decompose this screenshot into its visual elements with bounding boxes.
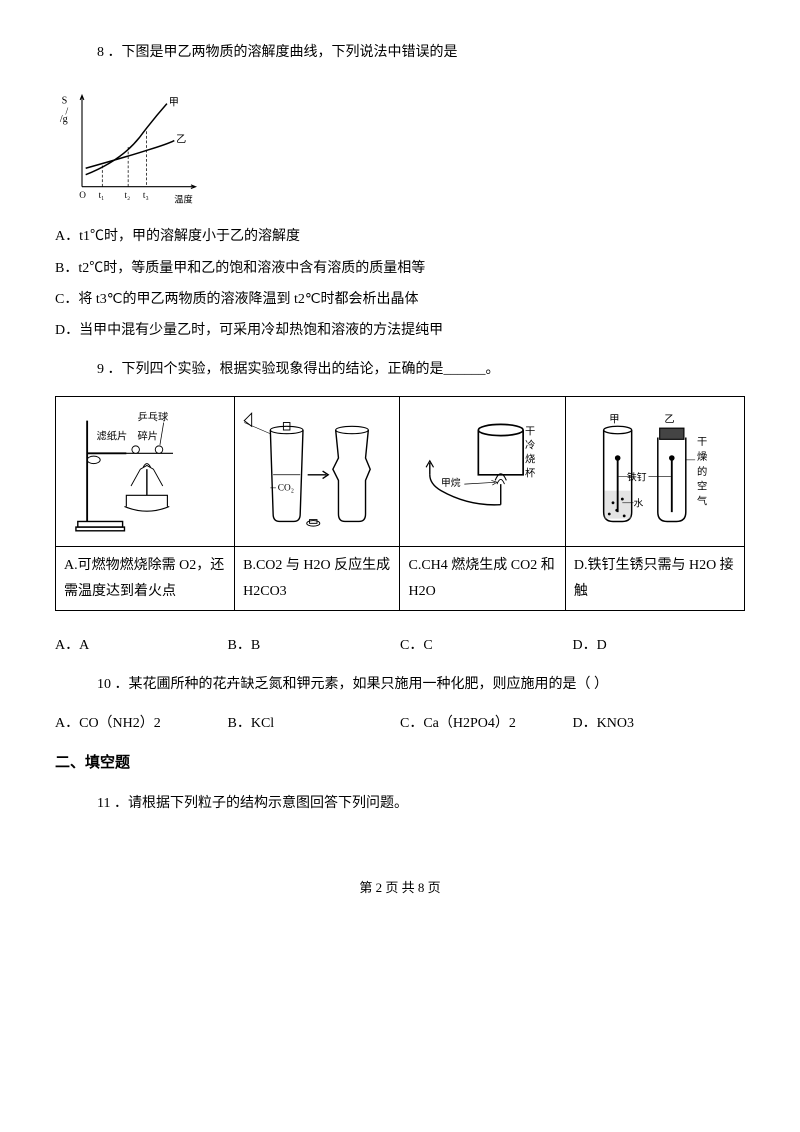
q8-option-a: A．t1℃时，甲的溶解度小于乙的溶解度 [55, 224, 745, 249]
q9-answers: A．A B．B C．C D．D [55, 633, 745, 658]
q9-stem: 9 ．下列四个实验，根据实验现象得出的结论，正确的是______。 [55, 357, 745, 382]
svg-text:干: 干 [525, 426, 535, 437]
section-2-heading: 二、填空题 [55, 750, 745, 777]
svg-text:燥: 燥 [697, 451, 707, 463]
svg-text:滤纸片: 滤纸片 [97, 429, 128, 442]
svg-text:甲烷: 甲烷 [441, 476, 461, 489]
svg-text:干: 干 [697, 437, 707, 448]
q8-stem: 8 ．下图是甲乙两物质的溶解度曲线，下列说法中错误的是 [55, 40, 745, 65]
svg-text:t₁: t₁ [99, 190, 105, 200]
svg-text:的: 的 [697, 465, 707, 478]
q10-options: A．CO（NH2）2 B．KCl C．Ca（H2PO4）2 D．KNO3 [55, 711, 745, 736]
q9-conclusion-b: B.CO2 与 H2O 反应生成 H2CO3 [235, 547, 400, 610]
svg-text:杯: 杯 [525, 466, 535, 479]
q9-answer-d: D．D [573, 633, 746, 658]
solubility-chart: S /g / 温度 甲 乙 O t₁ t₂ t₃ [55, 87, 205, 207]
q9-answer-b: B．B [228, 633, 401, 658]
svg-text:碎片: 碎片 [138, 429, 159, 442]
svg-text:气: 气 [697, 494, 707, 507]
svg-text:t₃: t₃ [143, 190, 149, 200]
page-footer: 第 2 页 共 8 页 [55, 876, 745, 899]
q9-diagram-a: 乒乓球 滤纸片 碎片 [60, 402, 230, 542]
q10-option-c: C．Ca（H2PO4）2 [400, 711, 573, 736]
q11-stem: 11 ．请根据下列粒子的结构示意图回答下列问题。 [55, 791, 745, 816]
q10-stem: 10 ．某花圃所种的花卉缺乏氮和钾元素，如果只施用一种化肥，则应施用的是（ ） [55, 672, 745, 697]
q9-answer-a: A．A [55, 633, 228, 658]
q9-conclusion-c: C.CH4 燃烧生成 CO2 和 H2O [400, 547, 565, 610]
q9-diagram-d: 甲 乙 铁钉 水 干 燥 的 空 气 [570, 402, 740, 542]
svg-text:烧: 烧 [525, 452, 535, 465]
q8-options: A．t1℃时，甲的溶解度小于乙的溶解度 B．t2℃时，等质量甲和乙的饱和溶液中含… [55, 224, 745, 343]
svg-text:S: S [62, 96, 68, 107]
q9-conclusion-a: A.可燃物燃烧除需 O2，还需温度达到着火点 [56, 547, 235, 610]
svg-text:甲: 甲 [169, 98, 179, 109]
q8-option-c: C．将 t3℃的甲乙两物质的溶液降温到 t2℃时都会析出晶体 [55, 287, 745, 312]
svg-text:温度: 温度 [174, 194, 192, 205]
svg-text:CO₂: CO₂ [278, 483, 294, 493]
svg-text:t₂: t₂ [124, 190, 130, 200]
q9-table: 乒乓球 滤纸片 碎片 [55, 396, 745, 610]
svg-text:乙: 乙 [664, 413, 674, 425]
q9-answer-c: C．C [400, 633, 573, 658]
svg-text:冷: 冷 [525, 438, 535, 451]
q8-option-d: D．当甲中混有少量乙时，可采用冷却热饱和溶液的方法提纯甲 [55, 318, 745, 343]
svg-text:水: 水 [633, 497, 643, 509]
q8-option-b: B．t2℃时，等质量甲和乙的饱和溶液中含有溶质的质量相等 [55, 256, 745, 281]
svg-text:/: / [65, 107, 68, 118]
q10-option-d: D．KNO3 [573, 711, 746, 736]
q9-conclusion-d: D.铁钉生锈只需与 H2O 接触 [565, 547, 744, 610]
svg-text:乙: 乙 [176, 134, 186, 146]
svg-text:乒乓球: 乒乓球 [138, 410, 169, 423]
q10-option-a: A．CO（NH2）2 [55, 711, 228, 736]
svg-text:甲: 甲 [609, 414, 619, 425]
q9-diagram-c: 干 冷 烧 杯 甲烷 [404, 402, 560, 542]
q9-diagram-b: CO₂ [239, 402, 395, 542]
svg-text:O: O [79, 190, 86, 200]
q10-option-b: B．KCl [228, 711, 401, 736]
svg-text:空: 空 [697, 480, 707, 493]
